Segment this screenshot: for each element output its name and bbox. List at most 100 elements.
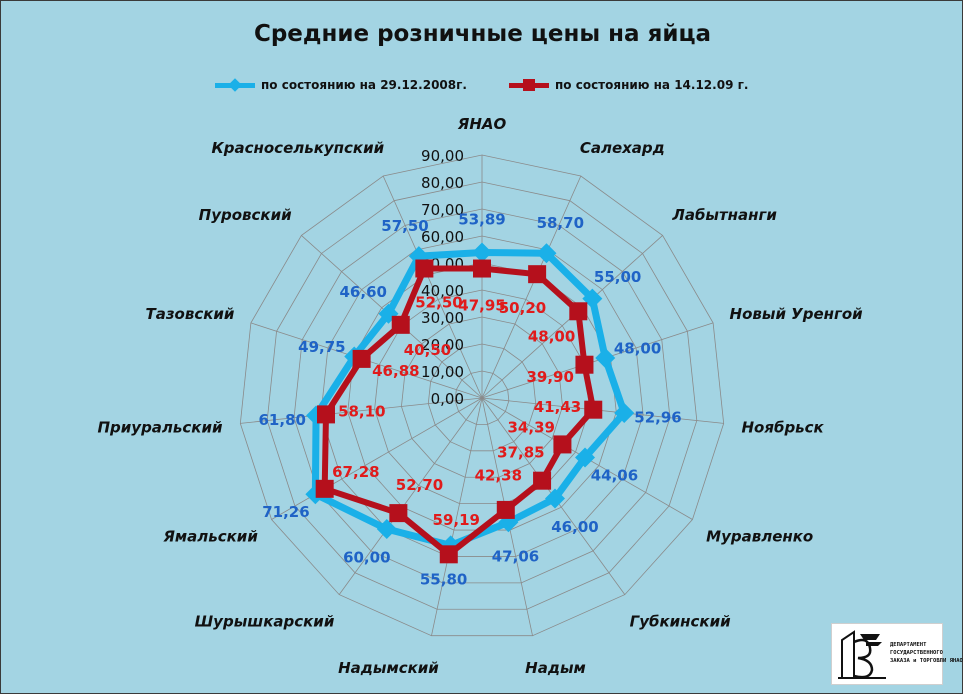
data-label: 61,80	[259, 411, 306, 429]
category-label: Надым	[525, 659, 586, 677]
radial-tick-labels: 0,0010,0020,0030,0040,0050,0060,0070,008…	[421, 147, 464, 408]
data-label: 48,00	[614, 339, 661, 357]
legend-label-2008: по состоянию на 29.12.2008г.	[261, 78, 467, 92]
data-point-marker	[614, 402, 635, 423]
category-label: Новый Уренгой	[730, 305, 864, 323]
data-label: 58,70	[537, 214, 584, 232]
data-point-marker	[316, 405, 335, 424]
data-point-marker	[545, 488, 566, 509]
grid-ring	[374, 289, 590, 505]
data-point-marker	[391, 315, 410, 334]
grid-spoke	[338, 397, 483, 595]
legend-label-2009: по состоянию на 14.12.09 г.	[555, 78, 749, 92]
grid-spoke	[481, 397, 724, 424]
grid-ring	[427, 343, 537, 452]
data-point-marker	[569, 302, 588, 321]
legend-swatch-2008	[215, 77, 255, 92]
category-label: Тазовский	[145, 305, 234, 323]
data-point-marker	[352, 349, 371, 368]
data-label: 52,70	[396, 476, 443, 494]
grid-spoke	[382, 175, 483, 399]
legend: по состоянию на 29.12.2008г. по состояни…	[1, 73, 963, 97]
department-emblem-icon	[838, 630, 886, 679]
data-label: 47,06	[492, 548, 539, 566]
grid-ring	[266, 181, 698, 610]
grid-spoke	[240, 397, 483, 424]
category-label: Надымский	[338, 659, 439, 677]
data-label: 34,39	[508, 418, 555, 436]
radial-tick-label: 10,00	[421, 363, 464, 381]
data-point-marker	[575, 447, 596, 468]
data-point-marker	[473, 259, 491, 278]
chart-title: Средние розничные цены на яйца	[253, 21, 712, 47]
data-point-marker	[496, 500, 515, 519]
data-point-marker	[528, 265, 547, 284]
grid-ring	[320, 235, 644, 557]
data-label: 53,89	[458, 210, 505, 228]
data-point-marker	[472, 242, 492, 263]
category-label: Лабытнанги	[671, 206, 777, 224]
legend-item-2009: по состоянию на 14.12.09 г.	[509, 73, 748, 97]
data-label: 46,60	[340, 283, 387, 301]
radial-tick-label: 60,00	[421, 228, 464, 246]
category-label: Шурышкарский	[195, 612, 335, 630]
data-point-marker	[553, 435, 572, 454]
legend-swatch-2009	[509, 78, 549, 91]
category-label: Салехард	[580, 139, 665, 157]
category-label: Пуровский	[199, 206, 292, 224]
category-label: Губкинский	[630, 612, 731, 630]
department-logo: ДЕПАРТАМЕНТ ГОСУДАРСТВЕННОГО ЗАКАЗА и ТО…	[831, 623, 963, 685]
data-label: 55,80	[420, 571, 467, 589]
data-point-marker	[439, 545, 458, 564]
radial-tick-label: 80,00	[421, 174, 464, 192]
data-point-marker	[376, 519, 397, 540]
data-point-marker	[536, 243, 557, 264]
category-label: Красноселькупский	[212, 139, 385, 157]
category-label: ЯНАО	[457, 115, 507, 133]
data-label: 49,75	[298, 338, 345, 356]
data-label: 52,50	[415, 293, 462, 311]
data-point-marker	[595, 347, 616, 368]
data-labels: 53,89 58,70 55,00 48,00 52,96 44,06 46,00 47,06…	[259, 210, 682, 588]
category-label: Муравленко	[706, 528, 813, 546]
data-label: 60,00	[343, 549, 390, 567]
grid-ring	[454, 370, 510, 425]
radar-grid	[239, 154, 725, 637]
data-point-marker	[584, 400, 603, 419]
data-label: 48,00	[528, 327, 575, 345]
grid-spoke	[431, 397, 483, 636]
data-point-marker	[533, 471, 552, 490]
data-point-marker	[575, 355, 594, 374]
radial-tick-label: 70,00	[421, 201, 464, 219]
grid-spoke	[271, 397, 483, 520]
data-label: 55,00	[594, 268, 641, 286]
data-point-marker	[389, 504, 408, 523]
data-label: 46,88	[372, 362, 419, 380]
series-line	[321, 265, 597, 558]
logo-text-line-3: ЗАКАЗА и ТОРГОВЛИ ЯНАО	[890, 658, 963, 664]
radar-series	[305, 242, 635, 564]
data-label: 50,20	[499, 299, 546, 317]
data-label: 67,28	[332, 463, 379, 481]
data-label: 41,43	[534, 398, 581, 416]
grid-spoke	[481, 175, 582, 399]
data-label: 46,00	[551, 518, 598, 536]
radial-tick-label: 0,00	[431, 390, 464, 408]
category-labels: ЯНАО Салехард Лабытнанги Новый Уренгой Ноябр…	[97, 115, 863, 677]
grid-spoke	[481, 322, 714, 399]
data-label: 37,85	[497, 444, 544, 462]
category-label: Приуральский	[97, 419, 222, 437]
data-label: 57,50	[381, 217, 428, 235]
data-label: 40,50	[404, 341, 451, 359]
data-label: 39,90	[526, 368, 573, 386]
radial-tick-label: 40,00	[421, 282, 464, 300]
radial-tick-label: 30,00	[421, 309, 464, 327]
grid-ring	[293, 208, 671, 584]
category-label: Ямальский	[162, 528, 258, 546]
data-label: 52,96	[634, 409, 681, 427]
logo-text-line-1: ДЕПАРТАМЕНТ	[890, 642, 927, 648]
grid-ring	[401, 316, 563, 478]
data-label: 71,26	[262, 503, 309, 521]
